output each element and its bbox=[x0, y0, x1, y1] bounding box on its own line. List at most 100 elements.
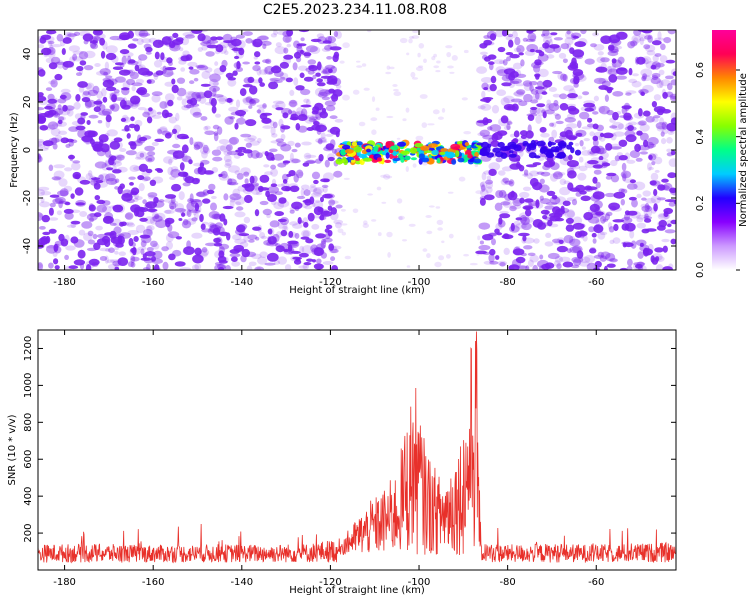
heatmap-signal-cell bbox=[536, 140, 546, 147]
heatmap-cell bbox=[303, 52, 312, 57]
heatmap-cell bbox=[609, 39, 619, 45]
heatmap-cell bbox=[446, 254, 451, 259]
heatmap-cell bbox=[607, 65, 617, 73]
heatmap-cell bbox=[509, 54, 520, 59]
heatmap-cell bbox=[131, 242, 136, 248]
heatmap-cell bbox=[209, 78, 219, 88]
heatmap-cell bbox=[234, 211, 246, 218]
heatmap-cell bbox=[219, 41, 230, 48]
heatmap-cell bbox=[545, 161, 554, 167]
heatmap-cell bbox=[181, 153, 188, 162]
heatmap-cell bbox=[201, 70, 211, 80]
heatmap-cell bbox=[566, 30, 571, 35]
heatmap-cell bbox=[389, 66, 395, 70]
heatmap-cell bbox=[541, 91, 548, 95]
heatmap-cell bbox=[181, 171, 189, 177]
heatmap-cell bbox=[62, 104, 68, 112]
heatmap-cell bbox=[92, 30, 103, 36]
heatmap-cell bbox=[82, 90, 90, 96]
heatmap-cell bbox=[488, 61, 495, 65]
heatmap-cell bbox=[189, 199, 202, 203]
heatmap-cell bbox=[289, 152, 294, 162]
heatmap-cell bbox=[520, 59, 525, 67]
heatmap-cell bbox=[503, 125, 511, 131]
heatmap-cell bbox=[151, 258, 163, 265]
heatmap-cell bbox=[119, 232, 131, 239]
heatmap-cell bbox=[583, 138, 590, 142]
heatmap-cell bbox=[176, 87, 187, 97]
heatmap-signal-cell bbox=[473, 158, 482, 164]
heatmap-cell bbox=[185, 34, 195, 39]
heatmap-cell bbox=[541, 32, 553, 39]
heatmap-cell bbox=[604, 192, 616, 198]
heatmap-cell bbox=[257, 137, 262, 144]
heatmap-cell bbox=[628, 196, 637, 201]
heatmap-cell bbox=[171, 166, 179, 172]
heatmap-cell bbox=[219, 231, 229, 237]
heatmap-cell bbox=[211, 94, 224, 98]
heatmap-cell bbox=[83, 50, 96, 59]
heatmap-cell bbox=[38, 97, 49, 106]
heatmap-cell bbox=[293, 51, 302, 59]
heatmap-cell bbox=[155, 70, 164, 76]
heatmap-cell bbox=[527, 252, 536, 256]
heatmap-cell bbox=[549, 159, 556, 167]
heatmap-cell bbox=[524, 198, 534, 203]
heatmap-cell bbox=[70, 220, 81, 225]
heatmap-signal-cell bbox=[392, 157, 401, 162]
heatmap-cell bbox=[594, 188, 599, 195]
heatmap-cell bbox=[636, 56, 646, 65]
heatmap-cell bbox=[320, 210, 333, 217]
heatmap-cell bbox=[629, 150, 641, 159]
heatmap-cell bbox=[280, 143, 292, 152]
heatmap-cell bbox=[115, 242, 124, 248]
heatmap-cell bbox=[566, 248, 572, 254]
heatmap-cell bbox=[540, 132, 550, 138]
heatmap-cell bbox=[618, 139, 628, 147]
heatmap-cell bbox=[102, 79, 115, 88]
heatmap-cell bbox=[316, 78, 324, 83]
heatmap-cell bbox=[129, 71, 139, 80]
heatmap-cell bbox=[522, 199, 529, 204]
heatmap-cell bbox=[44, 105, 53, 110]
heatmap-cell bbox=[122, 80, 130, 90]
heatmap-cell bbox=[45, 57, 54, 64]
heatmap-cell bbox=[557, 172, 566, 176]
heatmap-cell bbox=[38, 107, 45, 111]
heatmap-cell bbox=[197, 64, 207, 69]
heatmap-cell bbox=[610, 132, 617, 141]
heatmap-cell bbox=[202, 144, 209, 154]
heatmap-cell bbox=[513, 130, 520, 138]
heatmap-cell bbox=[143, 43, 152, 50]
heatmap-cell bbox=[325, 105, 336, 112]
heatmap-cell bbox=[324, 64, 336, 70]
heatmap-signal-cell bbox=[436, 157, 441, 164]
heatmap-cell bbox=[609, 258, 618, 263]
heatmap-cell bbox=[316, 82, 326, 87]
heatmap-cell bbox=[270, 199, 277, 206]
heatmap-cell bbox=[605, 175, 613, 180]
heatmap-cell bbox=[181, 98, 187, 106]
colorbar-tick-label: 0.2 bbox=[695, 195, 706, 211]
heatmap-cell bbox=[606, 263, 616, 268]
heatmap-cell bbox=[626, 265, 633, 270]
heatmap-cell bbox=[181, 135, 190, 139]
heatmap-cell bbox=[580, 195, 591, 202]
heatmap-cell bbox=[38, 44, 45, 49]
heatmap-signal-cell bbox=[353, 146, 363, 153]
heatmap-cell bbox=[320, 196, 324, 203]
heatmap-cell bbox=[660, 43, 666, 51]
heatmap-cell bbox=[270, 65, 282, 74]
heatmap-cell bbox=[615, 67, 628, 75]
heatmap-cell bbox=[656, 197, 666, 201]
heatmap-cell bbox=[264, 65, 275, 75]
heatmap-cell bbox=[227, 178, 237, 186]
heatmap-cell bbox=[479, 129, 490, 137]
heatmap-cell bbox=[163, 199, 174, 203]
heatmap-cell bbox=[94, 30, 101, 35]
heatmap-cell bbox=[319, 111, 329, 119]
heatmap-cell bbox=[127, 43, 137, 49]
heatmap-cell bbox=[310, 38, 322, 43]
heatmap-cell bbox=[592, 191, 605, 200]
heatmap-cell bbox=[207, 221, 215, 228]
